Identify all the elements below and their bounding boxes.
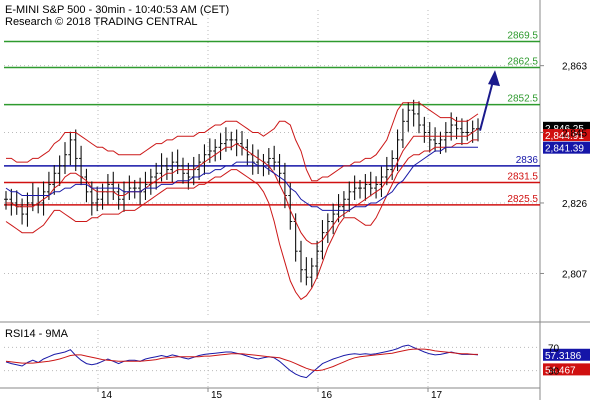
x-tick-label: 15 — [211, 390, 223, 400]
rsi-badge — [543, 363, 590, 376]
chart-title: E-MINI S&P 500 - 30min - 10:40:53 AM (CE… — [5, 4, 229, 16]
rsi-badge-label: 54.467 — [545, 365, 576, 376]
series-line-upper — [6, 102, 479, 182]
level-label: 2831.5 — [507, 172, 538, 183]
rsi-panel: 57.3186 54.467 — [5, 344, 590, 379]
forecast-arrow-shaft — [479, 80, 494, 131]
rsi-badge — [543, 348, 590, 361]
level-label: 2862.5 — [507, 57, 538, 68]
series-line-lower — [5, 139, 478, 301]
level-label: 2825.5 — [507, 194, 538, 205]
rsi-badge-label: 57.3186 — [545, 351, 582, 362]
level-lines: 2869.5 2862.5 2852.5 2836 2831.5 2825.5 — [4, 31, 540, 206]
axes: 2,807 2,826 2,845 2,863 70 30 14 15 16 17 — [97, 62, 587, 400]
series-line-ma-blue — [5, 146, 478, 211]
series-line-ma-red — [6, 128, 479, 245]
y-tick-label: 2,863 — [562, 62, 587, 73]
level-label: 2836 — [516, 155, 539, 166]
rsi-line-9MA — [5, 348, 478, 372]
price-badges: 2,846.252,844.912,841.39 — [543, 121, 590, 155]
y-tick-label: 2,807 — [562, 269, 587, 280]
main-series — [4, 70, 500, 301]
y-tick-label: 2,845 — [562, 128, 587, 139]
price-badge-label: 2,844.91 — [545, 131, 584, 142]
forecast-arrow-head — [488, 70, 500, 87]
chart-subtitle: Research © 2018 TRADING CENTRAL — [5, 16, 198, 28]
level-label: 2869.5 — [507, 31, 538, 42]
price-badge — [543, 129, 590, 142]
x-tick-label: 16 — [321, 390, 333, 400]
price-badge — [543, 141, 590, 154]
rsi-y-tick-label: 30 — [548, 367, 560, 378]
rsi-title: RSI14 - 9MA — [5, 328, 69, 340]
price-badge-label: 2,841.39 — [545, 144, 584, 155]
y-tick-label: 2,826 — [562, 199, 587, 210]
x-tick-label: 17 — [431, 390, 443, 400]
rsi-y-tick-label: 70 — [548, 343, 560, 354]
rsi-line-RSI14 — [5, 344, 479, 379]
x-tick-label: 14 — [101, 390, 113, 400]
level-label: 2852.5 — [507, 94, 538, 105]
